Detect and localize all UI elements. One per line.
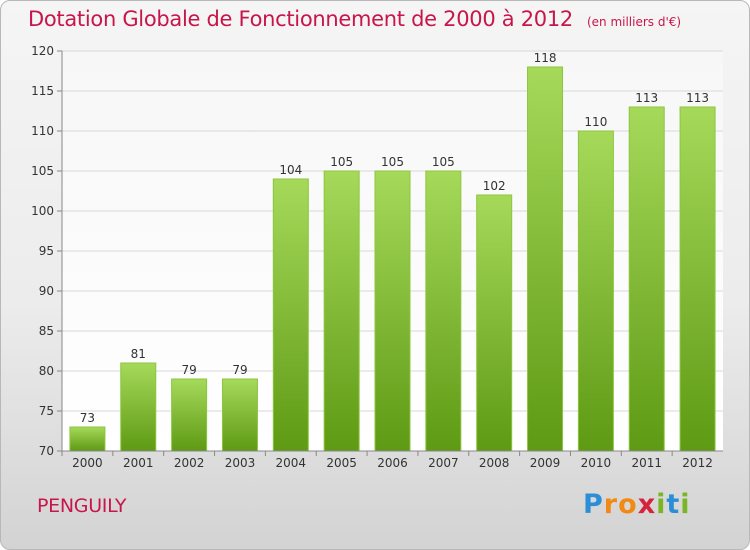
bar [69,426,106,452]
bar-value-label: 105 [330,155,353,169]
bar-value-label: 118 [534,51,557,65]
y-tick-label: 75 [39,404,54,418]
bar [527,66,564,452]
y-tick-label: 90 [39,284,54,298]
bar-value-label: 110 [584,115,607,129]
proxiti-logo: Proxiti [583,489,691,520]
logo-letter: t [666,489,681,520]
x-tick-label: 2009 [530,456,561,470]
bar-value-label: 105 [381,155,404,169]
logo-letter: P [583,489,604,520]
bar [628,106,665,452]
logo-letter: i [680,489,691,520]
bar-value-label: 81 [131,347,146,361]
x-tick-label: 2010 [581,456,612,470]
y-tick-label: 100 [31,204,54,218]
bar-value-label: 105 [432,155,455,169]
y-tick-label: 95 [39,244,54,258]
y-tick-label: 110 [31,124,54,138]
y-tick-label: 80 [39,364,54,378]
x-tick-label: 2003 [225,456,256,470]
axes: 70 75 80 85 90 95 100 105 110 115 120 2000 2001 2002 2… [31,44,723,470]
bar [272,178,309,452]
title-text: Dotation Globale de Fonctionnement de 20… [28,7,573,31]
logo-letter: o [618,489,638,520]
x-tick-label: 2011 [631,456,662,470]
bar-value-label: 102 [483,179,506,193]
x-tick-label: 2008 [479,456,510,470]
logo-letter: r [603,489,619,520]
bar-value-label: 104 [279,163,302,177]
x-tick-label: 2006 [377,456,408,470]
bar [374,170,411,452]
bar-value-label: 79 [181,363,196,377]
bar-value-label: 113 [635,91,658,105]
x-tick-label: 2000 [72,456,103,470]
bar [221,378,258,452]
x-tick-label: 2005 [326,456,357,470]
bar [679,106,716,452]
x-tick-label: 2007 [428,456,459,470]
logo-letter: i [656,489,667,520]
y-tick-label: 105 [31,164,54,178]
y-tick-label: 85 [39,324,54,338]
logo-letter: x [637,489,657,520]
x-tick-label: 2012 [682,456,713,470]
y-tick-label: 120 [31,44,54,58]
title-unit: (en milliers d'€) [586,15,682,29]
bar-value-label: 113 [686,91,709,105]
chart-title: Dotation Globale de Fonctionnement de 20… [28,7,681,31]
y-tick-label: 70 [39,444,54,458]
bar [171,378,208,452]
x-tick-label: 2002 [174,456,205,470]
commune-name: PENGUILY [37,495,127,517]
x-tick-label: 2004 [276,456,307,470]
bar-value-label: 79 [232,363,247,377]
bar [120,362,157,452]
bars: 73 81 79 79 104 105 105 105 102 118 110 113 113 [69,51,716,452]
bar-value-label: 73 [80,411,95,425]
y-tick-label: 115 [31,84,54,98]
bar [476,194,513,452]
bar [577,130,614,452]
x-tick-label: 2001 [123,456,154,470]
bar [323,170,360,452]
bar [425,170,462,452]
